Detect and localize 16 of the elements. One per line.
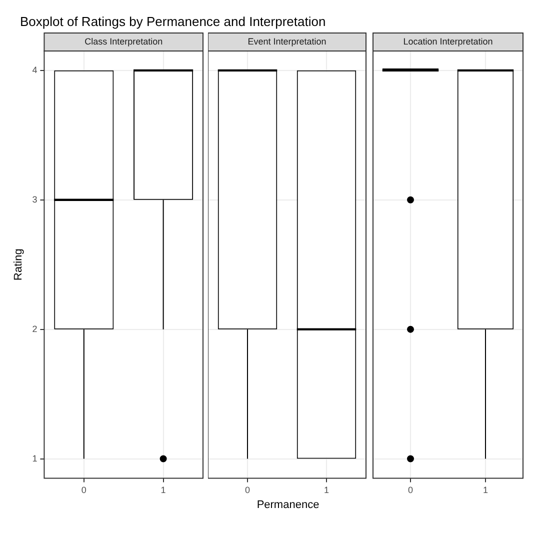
x-tick-label: 1 — [482, 485, 488, 496]
x-axis-title: Permanence — [256, 499, 320, 511]
y-tick-label: 4 — [32, 64, 38, 75]
x-tick-label: 0 — [408, 485, 414, 496]
x-tick-label: 0 — [81, 485, 86, 496]
chart-subtitle: Location Interpretation — [403, 36, 493, 46]
y-tick-label: 3 — [32, 194, 38, 204]
chart-subtitle: Class Interpretation — [84, 36, 163, 46]
chart-title: Boxplot of Ratings by Permanence and Interpretation — [19, 13, 327, 31]
x-tick-label: 0 — [244, 485, 250, 496]
y-tick-label: 2 — [32, 324, 38, 334]
x-tick-label: 1 — [160, 485, 166, 496]
y-axis-title: Rating — [12, 248, 25, 280]
chart-subtitle: Event Interpretation — [248, 36, 326, 46]
x-tick-label: 1 — [324, 485, 330, 496]
y-tick-label: 1 — [32, 453, 38, 464]
